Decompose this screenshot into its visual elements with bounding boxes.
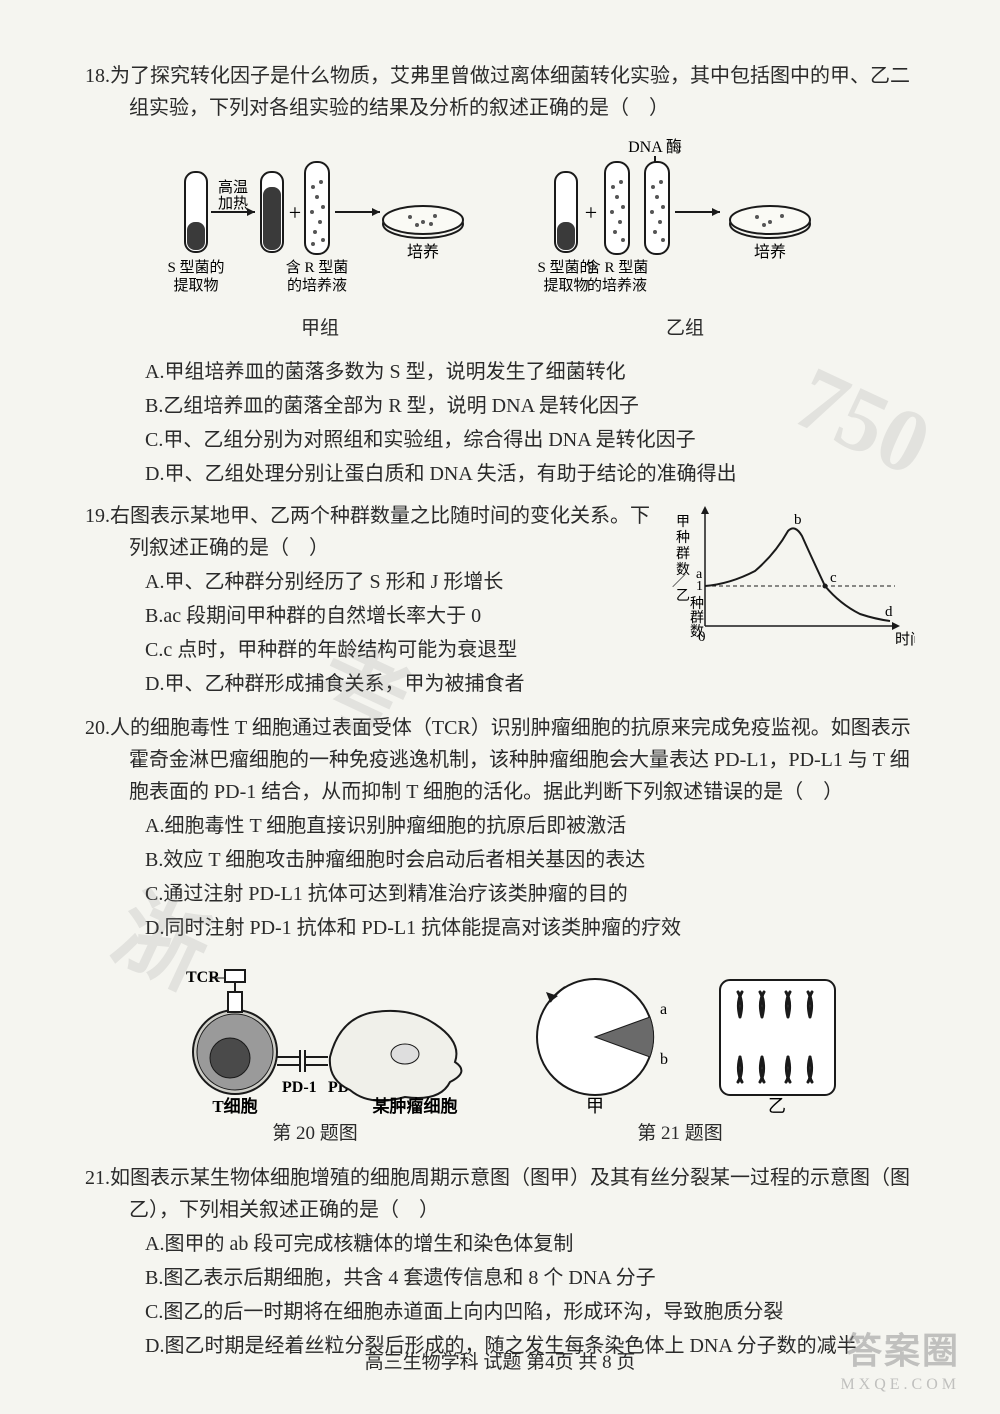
q21-stem: 21.如图表示某生物体细胞增殖的细胞周期示意图（图甲）及其有丝分裂某一过程的示意… [85,1162,915,1226]
q18-stem: 18.为了探究转化因子是什么物质，艾弗里曾做过离体细菌转化实验，其中包括图中的甲… [85,60,915,124]
svg-text:培养: 培养 [407,243,439,261]
svg-text:S 型菌的: S 型菌的 [167,259,224,276]
svg-text:a: a [696,567,703,582]
svg-text:PD-1: PD-1 [282,1079,317,1096]
svg-text:种: 种 [676,530,690,546]
svg-text:某肿瘤细胞: 某肿瘤细胞 [373,1096,458,1116]
svg-text:d: d [885,604,893,620]
svg-text:b: b [660,1051,668,1068]
q18-text: 为了探究转化因子是什么物质，艾弗里曾做过离体细菌转化实验，其中包括图中的甲、乙二… [110,65,910,119]
svg-text:c: c [830,570,837,586]
svg-text:时间: 时间 [895,631,915,648]
q18-B: B.乙组培养皿的菌落全部为 R 型，说明 DNA 是转化因子 [145,390,915,422]
q20-A: A.细胞毒性 T 细胞直接识别肿瘤细胞的抗原后即被激活 [145,810,915,842]
q20-fig-svg: T细胞 TCR PD-1 PD-L1 [150,962,480,1117]
q18-options: A.甲组培养皿的菌落多数为 S 型，说明发生了细菌转化 B.乙组培养皿的菌落全部… [85,356,915,490]
q21-num: 21. [85,1167,110,1189]
q20-num: 20. [85,717,110,739]
svg-text:a: a [660,1001,667,1018]
q20-C: C.通过注射 PD-L1 抗体可达到精准治疗该类肿瘤的目的 [145,878,915,910]
svg-text:提取物: 提取物 [543,277,588,294]
svg-text:／: ／ [672,574,686,590]
q18: 18.为了探究转化因子是什么物质，艾弗里曾做过离体细菌转化实验，其中包括图中的甲… [85,60,915,490]
q18-yi-svg: DNA 酶 S 型菌的 提取物 + [535,132,835,312]
svg-text:乙: 乙 [676,588,690,604]
q18-fig-yi: DNA 酶 S 型菌的 提取物 + [535,132,835,344]
q21-fig-svg: a b 甲 乙 [510,962,850,1117]
q20-fig-caption: 第 20 题图 [272,1119,358,1149]
fig20-21-row: T细胞 TCR PD-1 PD-L1 [85,962,915,1149]
answer-stamp-sub: MXQE.COM [840,1376,960,1394]
q21: 21.如图表示某生物体细胞增殖的细胞周期示意图（图甲）及其有丝分裂某一过程的示意… [85,1162,915,1362]
svg-text:的培养液: 的培养液 [287,277,347,294]
svg-text:甲: 甲 [586,1096,604,1116]
q20-B: B.效应 T 细胞攻击肿瘤细胞时会启动后者相关基因的表达 [145,844,915,876]
answer-stamp: 答案圈 [846,1322,960,1374]
q21-C: C.图乙的后一时期将在细胞赤道面上向内凹陷，形成环沟，导致胞质分裂 [145,1296,915,1328]
svg-text:T细胞: T细胞 [212,1096,257,1116]
svg-text:高温: 高温 [218,179,248,196]
q19-chart: 甲 种 群 数 ／ 乙 种 群 数 时间 0 1 a b [670,496,915,661]
svg-text:群: 群 [690,610,704,626]
q21-options: A.图甲的 ab 段可完成核糖体的增生和染色体复制 B.图乙表示后期细胞，共含 … [85,1228,915,1362]
svg-text:提取物: 提取物 [173,277,218,294]
q21-text: 如图表示某生物体细胞增殖的细胞周期示意图（图甲）及其有丝分裂某一过程的示意图（图… [110,1167,910,1221]
svg-text:0: 0 [698,629,706,645]
q19: 甲 种 群 数 ／ 乙 种 群 数 时间 0 1 a b [85,500,915,702]
svg-text:加热: 加热 [218,195,248,212]
q18-fig-jia: S 型菌的 提取物 高温 加热 + [165,132,475,344]
q19-num: 19. [85,505,110,527]
svg-text:b: b [794,512,802,528]
page: 18.为了探究转化因子是什么物质，艾弗里曾做过离体细菌转化实验，其中包括图中的甲… [0,0,1000,1412]
svg-text:含 R 型菌: 含 R 型菌 [586,259,649,276]
svg-text:种: 种 [690,596,704,612]
q18-jia-label: 甲组 [301,314,339,344]
q21-A: A.图甲的 ab 段可完成核糖体的增生和染色体复制 [145,1228,915,1260]
q21-B: B.图乙表示后期细胞，共含 4 套遗传信息和 8 个 DNA 分子 [145,1262,915,1294]
q18-yi-label: 乙组 [666,314,704,344]
svg-text:含 R 型菌: 含 R 型菌 [286,259,349,276]
q18-D: D.甲、乙组处理分别让蛋白质和 DNA 失活，有助于结论的准确得出 [145,458,915,490]
svg-text:DNA 酶: DNA 酶 [628,138,682,156]
q20-stem: 20.人的细胞毒性 T 细胞通过表面受体（TCR）识别肿瘤细胞的抗原来完成免疫监… [85,712,915,808]
q20-D: D.同时注射 PD-1 抗体和 PD-L1 抗体能提高对该类肿瘤的疗效 [145,912,915,944]
q19-D: D.甲、乙种群形成捕食关系，甲为被捕食者 [145,668,915,700]
svg-text:+: + [289,200,301,225]
q21-fig-caption: 第 21 题图 [637,1119,723,1149]
q18-num: 18. [85,65,110,87]
q21-figure: a b 甲 乙 [510,962,850,1149]
svg-text:乙: 乙 [768,1096,786,1116]
q18-figure: S 型菌的 提取物 高温 加热 + [85,132,915,344]
svg-text:群: 群 [676,546,690,562]
q18-C: C.甲、乙组分别为对照组和实验组，综合得出 DNA 是转化因子 [145,424,915,456]
q20-text: 人的细胞毒性 T 细胞通过表面受体（TCR）识别肿瘤细胞的抗原来完成免疫监视。如… [110,717,911,803]
q20-figure: T细胞 TCR PD-1 PD-L1 [150,962,480,1149]
svg-text:培养: 培养 [754,243,786,261]
q19-chart-svg: 甲 种 群 数 ／ 乙 种 群 数 时间 0 1 a b [670,496,915,651]
q18-jia-svg: S 型菌的 提取物 高温 加热 + [165,132,475,312]
q20: 20.人的细胞毒性 T 细胞通过表面受体（TCR）识别肿瘤细胞的抗原来完成免疫监… [85,712,915,944]
svg-text:的培养液: 的培养液 [587,277,647,294]
svg-text:+: + [585,200,597,225]
q20-options: A.细胞毒性 T 细胞直接识别肿瘤细胞的抗原后即被激活 B.效应 T 细胞攻击肿… [85,810,915,944]
q19-text: 右图表示某地甲、乙两个种群数量之比随时间的变化关系。下列叙述正确的是（ ） [110,505,650,559]
q18-A: A.甲组培养皿的菌落多数为 S 型，说明发生了细菌转化 [145,356,915,388]
svg-text:甲: 甲 [676,515,690,530]
